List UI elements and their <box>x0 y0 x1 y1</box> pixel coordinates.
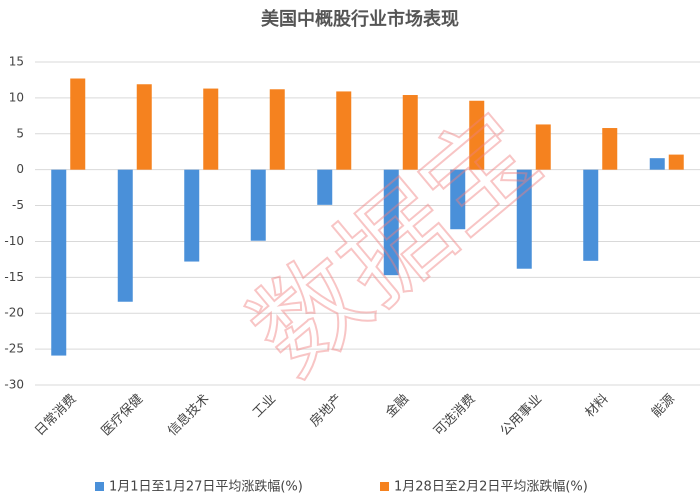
bar <box>184 169 200 262</box>
legend-swatch <box>380 482 389 491</box>
bar <box>250 169 266 241</box>
y-tick-label: 15 <box>9 55 24 69</box>
bar <box>402 95 418 170</box>
bar <box>136 84 152 170</box>
x-tick-label: 工业 <box>250 392 279 421</box>
y-tick-label: -5 <box>12 198 24 212</box>
bar <box>336 91 352 170</box>
bar <box>317 169 333 205</box>
bar <box>469 100 485 170</box>
x-tick-label: 可选消费 <box>431 392 478 439</box>
legend-label: 1月28日至2月2日平均涨跌幅(%) <box>394 479 588 495</box>
bar <box>649 158 665 170</box>
bar <box>583 169 599 261</box>
x-tick-label: 信息技术 <box>164 391 212 439</box>
x-tick-label: 能源 <box>649 392 678 421</box>
bar <box>450 169 466 230</box>
y-tick-label: -25 <box>4 342 24 356</box>
legend-label: 1月1日至1月27日平均涨跌幅(%) <box>109 479 303 495</box>
y-tick-label: 10 <box>9 90 24 104</box>
y-tick-label: -30 <box>4 378 24 392</box>
bar <box>51 169 67 356</box>
legend-swatch <box>95 482 104 491</box>
bar <box>117 169 133 302</box>
x-tick-label: 医疗保健 <box>99 392 146 439</box>
x-tick-label: 日常消费 <box>32 392 79 439</box>
bar <box>516 169 532 269</box>
bar <box>70 78 86 170</box>
x-tick-label: 金融 <box>382 391 412 421</box>
y-tick-label: -10 <box>4 234 24 248</box>
bar <box>269 89 285 170</box>
bar <box>203 88 219 170</box>
bar <box>602 128 618 170</box>
y-tick-label: 0 <box>16 162 24 176</box>
bar <box>535 124 551 170</box>
x-tick-label: 公用事业 <box>498 392 545 439</box>
y-tick-label: 5 <box>16 126 24 140</box>
x-tick-label: 材料 <box>583 392 612 421</box>
bar <box>383 169 399 276</box>
y-tick-label: -15 <box>4 270 24 284</box>
chart-title: 美国中概股行业市场表现 <box>261 8 459 30</box>
bar <box>668 154 684 170</box>
y-tick-label: -20 <box>4 306 24 320</box>
